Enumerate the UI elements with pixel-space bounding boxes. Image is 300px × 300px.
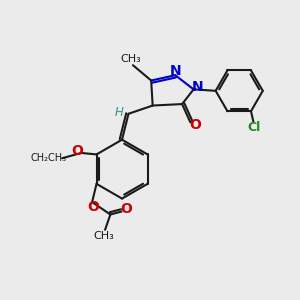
Text: CH₂CH₃: CH₂CH₃ xyxy=(31,153,67,163)
Text: H: H xyxy=(115,106,124,119)
Text: CH₃: CH₃ xyxy=(93,231,114,241)
Text: CH₃: CH₃ xyxy=(120,54,141,64)
Text: N: N xyxy=(192,80,203,94)
Text: O: O xyxy=(71,144,83,158)
Text: O: O xyxy=(120,202,132,216)
Text: Cl: Cl xyxy=(247,121,261,134)
Text: O: O xyxy=(87,200,99,214)
Text: N: N xyxy=(169,64,181,78)
Text: O: O xyxy=(189,118,201,132)
